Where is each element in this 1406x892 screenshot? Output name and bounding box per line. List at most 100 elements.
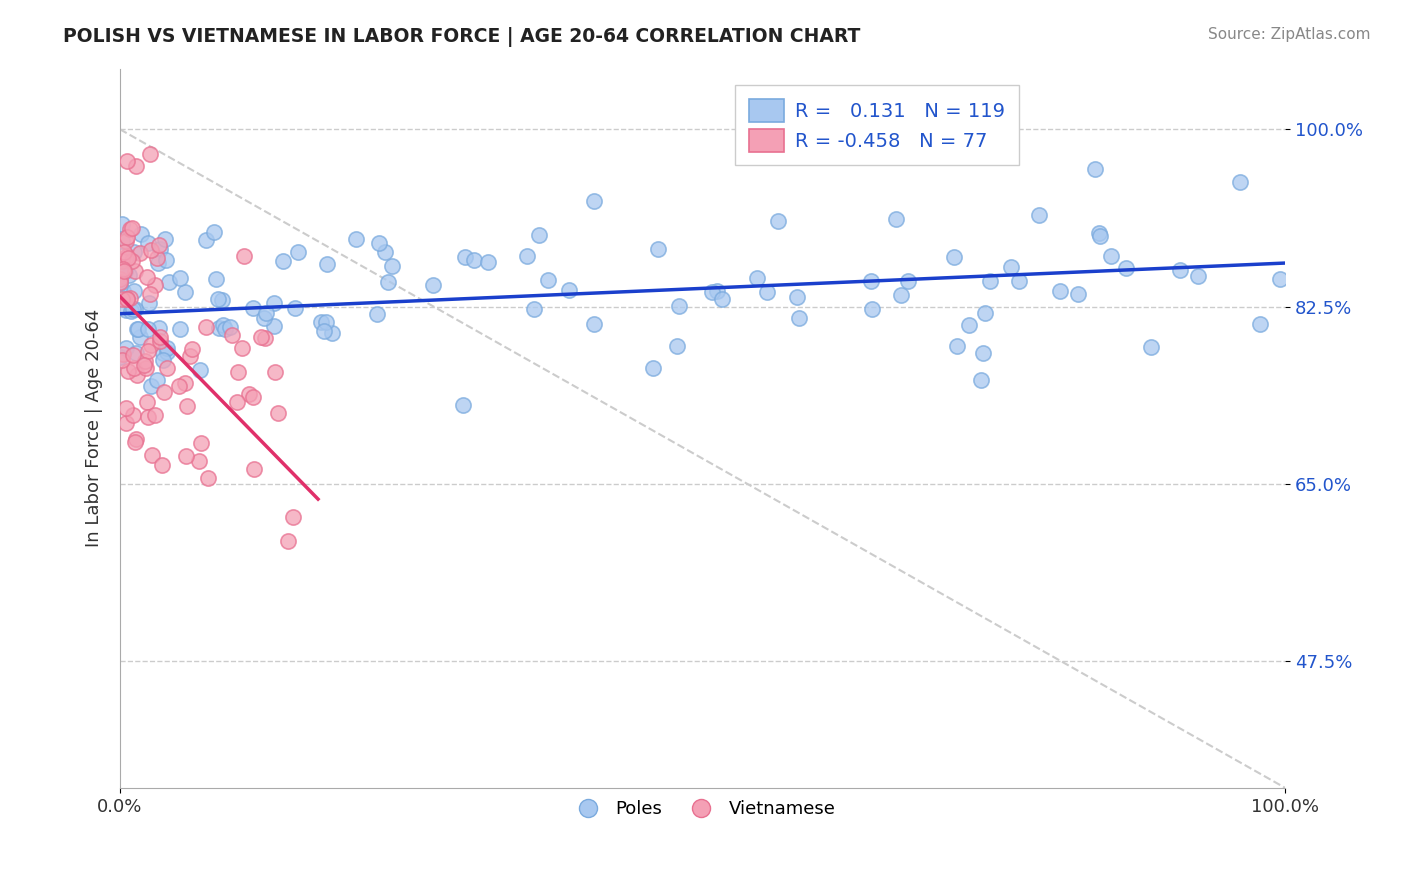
- Point: [1099, 249, 1122, 263]
- Point: [108, 276, 131, 290]
- Point: [136, 409, 159, 424]
- Point: [179, 349, 201, 363]
- Point: [974, 306, 997, 320]
- Point: [281, 510, 304, 524]
- Point: [174, 285, 197, 299]
- Point: [187, 454, 209, 468]
- Point: [125, 159, 148, 173]
- Point: [138, 296, 160, 310]
- Point: [253, 311, 276, 326]
- Point: [121, 220, 143, 235]
- Point: [112, 347, 135, 361]
- Point: [1140, 340, 1163, 354]
- Point: [263, 319, 285, 334]
- Point: [522, 301, 544, 316]
- Point: [454, 250, 477, 264]
- Point: [787, 311, 810, 326]
- Point: [946, 339, 969, 353]
- Point: [146, 251, 169, 265]
- Point: [139, 147, 162, 161]
- Point: [271, 253, 294, 268]
- Point: [242, 301, 264, 315]
- Point: [1067, 286, 1090, 301]
- Point: [125, 432, 148, 446]
- Point: [321, 326, 343, 341]
- Point: [194, 233, 217, 247]
- Point: [136, 322, 159, 336]
- Point: [114, 292, 136, 306]
- Point: [120, 304, 142, 318]
- Point: [122, 348, 145, 362]
- Point: [124, 301, 146, 316]
- Point: [122, 284, 145, 298]
- Point: [374, 245, 396, 260]
- Point: [156, 341, 179, 355]
- Point: [214, 322, 236, 336]
- Point: [111, 292, 134, 306]
- Point: [117, 230, 139, 244]
- Point: [157, 275, 180, 289]
- Point: [766, 213, 789, 227]
- Point: [195, 320, 218, 334]
- Point: [118, 268, 141, 283]
- Point: [115, 416, 138, 430]
- Point: [167, 379, 190, 393]
- Point: [110, 351, 132, 365]
- Point: [122, 409, 145, 423]
- Point: [149, 242, 172, 256]
- Point: [226, 395, 249, 409]
- Point: [942, 250, 965, 264]
- Point: [169, 322, 191, 336]
- Point: [122, 244, 145, 259]
- Point: [226, 365, 249, 379]
- Point: [1007, 274, 1029, 288]
- Point: [127, 322, 149, 336]
- Point: [111, 253, 134, 268]
- Point: [1088, 229, 1111, 244]
- Point: [136, 236, 159, 251]
- Point: [970, 373, 993, 387]
- Point: [149, 330, 172, 344]
- Point: [1115, 261, 1137, 276]
- Point: [120, 291, 142, 305]
- Point: [516, 249, 538, 263]
- Point: [205, 272, 228, 286]
- Point: [309, 315, 332, 329]
- Point: [117, 249, 139, 263]
- Point: [238, 386, 260, 401]
- Point: [527, 228, 550, 243]
- Point: [366, 307, 388, 321]
- Point: [1229, 175, 1251, 189]
- Point: [208, 321, 231, 335]
- Point: [242, 390, 264, 404]
- Point: [111, 235, 134, 249]
- Point: [117, 364, 139, 378]
- Point: [141, 448, 163, 462]
- Point: [860, 275, 883, 289]
- Point: [202, 225, 225, 239]
- Point: [135, 360, 157, 375]
- Point: [287, 245, 309, 260]
- Point: [112, 264, 135, 278]
- Point: [786, 290, 808, 304]
- Point: [122, 360, 145, 375]
- Point: [152, 353, 174, 368]
- Point: [111, 217, 134, 231]
- Point: [463, 253, 485, 268]
- Point: [221, 327, 243, 342]
- Point: [111, 262, 134, 277]
- Point: [150, 458, 173, 472]
- Point: [377, 275, 399, 289]
- Point: [451, 398, 474, 412]
- Point: [253, 330, 276, 344]
- Point: [115, 292, 138, 306]
- Point: [233, 249, 256, 263]
- Point: [134, 353, 156, 368]
- Point: [979, 274, 1001, 288]
- Point: [117, 251, 139, 265]
- Point: [263, 365, 285, 379]
- Point: [316, 257, 339, 271]
- Point: [127, 368, 149, 382]
- Point: [135, 270, 157, 285]
- Point: [277, 533, 299, 548]
